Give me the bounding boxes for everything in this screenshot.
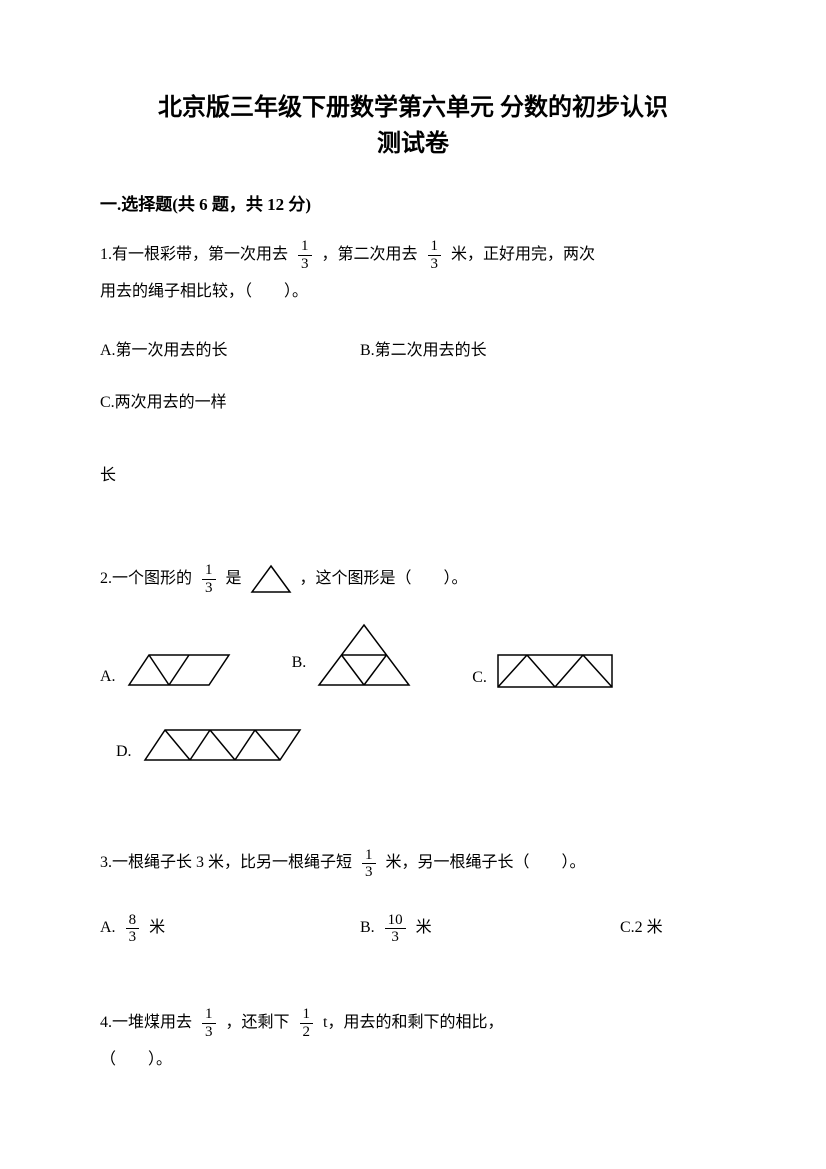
fraction-icon: 1 3 <box>202 1006 216 1040</box>
q2-option-b: B. <box>292 622 423 705</box>
parallelogram-icon <box>124 650 234 705</box>
q1-text-1: 1.有一根彩带，第一次用去 <box>100 237 288 274</box>
q2-option-c: C. <box>472 652 623 705</box>
q4-text-4: （ ）。 <box>100 1042 726 1079</box>
title-line-2: 测试卷 <box>100 126 726 162</box>
triangle-icon <box>250 561 292 598</box>
unit-label: 米 <box>149 910 165 947</box>
q1-option-c-cont: 长 <box>100 458 726 495</box>
question-2: 2.一个图形的 1 3 是 ，这个图形是（ ）。 A. B. <box>100 561 726 799</box>
q3-option-b: B. 10 3 米 <box>360 910 580 947</box>
q3-option-c: C.2 米 <box>620 910 663 947</box>
question-1: 1.有一根彩带，第一次用去 1 3 ，第二次用去 1 3 米，正好用完，两次 用… <box>100 237 726 495</box>
option-label: B. <box>292 645 307 682</box>
q2-text-2: 是 <box>226 561 242 598</box>
q3-option-a: A. 8 3 米 <box>100 910 320 947</box>
unit-label: 米 <box>416 910 432 947</box>
fraction-icon: 1 3 <box>428 238 442 272</box>
q1-option-a: A.第一次用去的长 <box>100 333 320 370</box>
q3-text-1: 3.一根绳子长 3 米，比另一根绳子短 <box>100 845 352 882</box>
q4-text-3: t，用去的和剩下的相比， <box>323 1005 503 1042</box>
title-line-1: 北京版三年级下册数学第六单元 分数的初步认识 <box>100 90 726 126</box>
q1-option-b: B.第二次用去的长 <box>360 333 580 370</box>
fraction-icon: 1 3 <box>362 847 376 881</box>
q1-option-c: C.两次用去的一样 <box>100 385 227 422</box>
option-label: C. <box>472 660 487 697</box>
q2-text-1: 2.一个图形的 <box>100 561 192 598</box>
fraction-icon: 1 2 <box>300 1006 314 1040</box>
option-label: A. <box>100 910 116 947</box>
q1-text-3: 米，正好用完，两次 <box>451 237 595 274</box>
fraction-icon: 1 3 <box>202 562 216 596</box>
option-label: A. <box>100 659 116 696</box>
option-label: B. <box>360 910 375 947</box>
q1-text-2: ，第二次用去 <box>322 237 418 274</box>
q4-text-2: ，还剩下 <box>226 1005 290 1042</box>
rect-triangles-icon <box>495 652 615 705</box>
q3-text-2: 米，另一根绳子长（ ）。 <box>386 845 586 882</box>
q2-options: A. B. C. <box>100 622 726 800</box>
section-header: 一.选择题(共 6 题，共 12 分) <box>100 190 726 215</box>
question-3: 3.一根绳子长 3 米，比另一根绳子短 1 3 米，另一根绳子长（ ）。 A. … <box>100 845 726 963</box>
q2-text-3: ，这个图形是（ ）。 <box>300 561 468 598</box>
big-triangle-icon <box>314 622 414 705</box>
fraction-icon: 10 3 <box>385 912 406 946</box>
fraction-icon: 8 3 <box>126 912 140 946</box>
q3-options: A. 8 3 米 B. 10 3 米 C.2 米 <box>100 910 726 963</box>
q2-option-d: D. <box>116 725 313 780</box>
q2-option-a: A. <box>100 650 242 705</box>
q1-options: A.第一次用去的长 B.第二次用去的长 C.两次用去的一样 <box>100 333 726 439</box>
question-4: 4.一堆煤用去 1 3 ，还剩下 1 2 t，用去的和剩下的相比， （ ）。 <box>100 1005 726 1079</box>
option-label: D. <box>116 734 132 771</box>
fraction-icon: 1 3 <box>298 238 312 272</box>
q4-text-1: 4.一堆煤用去 <box>100 1005 192 1042</box>
parallelogram-long-icon <box>140 725 305 780</box>
q1-text-4: 用去的绳子相比较，（ ）。 <box>100 274 726 311</box>
page-title: 北京版三年级下册数学第六单元 分数的初步认识 测试卷 <box>100 90 726 162</box>
